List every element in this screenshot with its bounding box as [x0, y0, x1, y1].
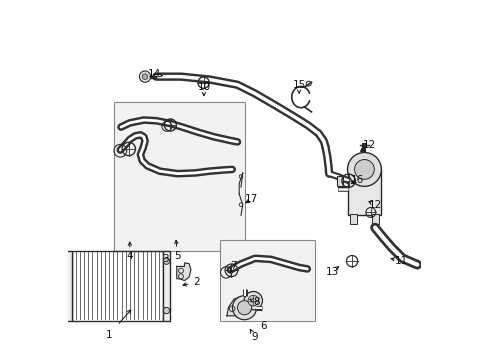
Bar — [64, 251, 71, 321]
Text: 4: 4 — [126, 251, 133, 261]
Bar — [347, 170, 381, 215]
Text: 5: 5 — [174, 251, 181, 261]
Text: 3: 3 — [162, 255, 168, 264]
Bar — [58, 306, 64, 315]
Circle shape — [232, 296, 256, 320]
Bar — [58, 257, 64, 265]
Text: 12: 12 — [367, 200, 381, 210]
Bar — [219, 240, 314, 321]
Circle shape — [347, 153, 381, 186]
Text: 17: 17 — [244, 194, 258, 204]
Circle shape — [237, 301, 251, 315]
Circle shape — [244, 292, 262, 310]
Bar — [336, 176, 343, 186]
Text: 1: 1 — [105, 330, 112, 340]
Text: 14: 14 — [147, 69, 161, 79]
Text: 11: 11 — [394, 256, 407, 266]
Circle shape — [247, 295, 258, 306]
Bar — [163, 251, 169, 321]
Text: 8: 8 — [253, 297, 260, 307]
Text: 7: 7 — [230, 261, 237, 271]
Text: 9: 9 — [251, 332, 258, 342]
Text: 13: 13 — [325, 267, 339, 277]
Circle shape — [142, 74, 147, 80]
Bar — [114, 102, 244, 251]
Text: 16: 16 — [350, 175, 363, 185]
Polygon shape — [176, 263, 190, 280]
Text: 12: 12 — [363, 140, 376, 150]
Text: 6: 6 — [260, 321, 266, 332]
Text: 2: 2 — [193, 277, 200, 287]
Bar — [71, 251, 163, 321]
Bar — [371, 213, 379, 224]
Text: 10: 10 — [197, 81, 210, 91]
Text: 15: 15 — [292, 80, 305, 90]
Circle shape — [163, 258, 169, 264]
Circle shape — [163, 307, 169, 314]
Circle shape — [354, 159, 374, 179]
Polygon shape — [226, 296, 255, 316]
Circle shape — [139, 71, 150, 82]
Bar — [349, 213, 356, 224]
